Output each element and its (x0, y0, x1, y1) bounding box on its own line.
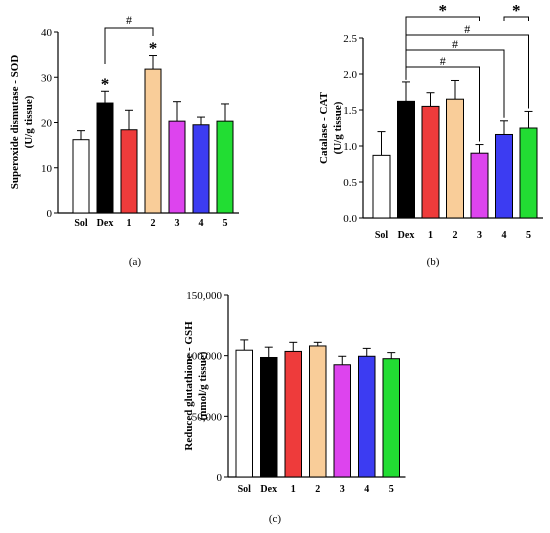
y-tick-label: 100,000 (186, 351, 222, 363)
category-label: 3 (340, 484, 345, 495)
category-label: 1 (127, 218, 132, 229)
y-tick-label: 0 (217, 472, 223, 484)
significance-star: * (149, 39, 158, 58)
bar-1 (421, 105, 440, 219)
y-tick-label: 2.5 (343, 33, 357, 45)
bar-1 (284, 350, 302, 478)
bar-3 (470, 152, 489, 219)
bar-3 (333, 364, 351, 478)
y-tick-label: 0.0 (343, 213, 357, 225)
bar-4 (358, 355, 376, 478)
category-label: 2 (453, 230, 458, 241)
y-tick-label: 0.5 (343, 177, 357, 189)
panel-label: (a) (129, 256, 142, 268)
y-axis-title: Reduced glutathione - GSH (nmol/g tissue) (183, 321, 209, 451)
y-tick-label: 0 (47, 208, 53, 220)
y-tick-label: 1.0 (343, 141, 357, 153)
bracket-label: # (440, 54, 446, 68)
bar-Sol (372, 154, 391, 219)
bar-3 (168, 120, 186, 214)
category-label: 5 (389, 484, 394, 495)
category-label: Sol (375, 230, 389, 241)
y-axis-title-line1: Reduced glutathione - GSH (183, 321, 195, 451)
category-label: 5 (526, 230, 531, 241)
y-axis-title-line2: (U/g tissue) (23, 95, 35, 148)
category-label: 4 (199, 218, 204, 229)
y-tick-label: 30 (41, 72, 53, 84)
bar-5 (519, 127, 538, 219)
y-tick-label: 40 (41, 27, 53, 39)
bar-Dex (397, 100, 415, 219)
bar-Sol (235, 349, 253, 478)
y-axis-title-line2: (nmol/g tissue) (197, 351, 209, 420)
bracket-label: # (464, 22, 470, 36)
bracket-label: * (439, 1, 448, 20)
bar-2 (144, 68, 162, 214)
category-label: 4 (502, 230, 507, 241)
bar-1 (120, 129, 138, 214)
y-axis-title: Catalase - CAT (U/g tissue) (318, 91, 344, 164)
y-tick-label: 150,000 (186, 290, 222, 302)
y-tick-label: 20 (41, 118, 53, 130)
category-label: Dex (97, 218, 114, 229)
category-label: 4 (364, 484, 369, 495)
bar-Dex (260, 356, 278, 478)
y-tick-label: 50,000 (192, 411, 223, 423)
chart-panel-b: 0.0 0.5 1.0 1.5 2.0 2.5 Sol Dex 1 2 3 4 5 Catalase - … (318, 1, 543, 268)
panel-label: (c) (269, 513, 282, 525)
category-label: Sol (238, 484, 252, 495)
category-label: 5 (223, 218, 228, 229)
bracket-label: # (126, 13, 132, 27)
y-axis-title: Superoxide dismutase - SOD (U/g tissue) (9, 55, 35, 190)
comparison-bracket (405, 34, 529, 109)
category-label: 2 (315, 484, 320, 495)
bar-4 (192, 124, 210, 214)
category-label: 1 (291, 484, 296, 495)
bar-Sol (72, 139, 90, 214)
category-label: 1 (428, 230, 433, 241)
bracket-label: * (512, 1, 521, 20)
bar-5 (382, 358, 400, 478)
bracket-label: # (452, 37, 458, 51)
category-label: Dex (398, 230, 415, 241)
significance-star: * (101, 74, 110, 93)
chart-panel-a: 0 10 20 30 40 Sol Dex 1 2 3 4 5 Superoxide dismutase… (9, 13, 239, 268)
y-tick-label: 10 (41, 163, 53, 175)
y-axis-title-line1: Catalase - CAT (318, 91, 330, 164)
category-label: 3 (175, 218, 180, 229)
category-label: Sol (74, 218, 88, 229)
y-axis-title-line1: Superoxide dismutase - SOD (9, 55, 21, 190)
bar-5 (216, 120, 234, 214)
panel-label: (b) (427, 256, 440, 268)
category-label: 2 (151, 218, 156, 229)
bar-Dex (96, 102, 114, 214)
category-label: 3 (477, 230, 482, 241)
comparison-bracket (104, 27, 154, 64)
comparison-bracket (503, 16, 529, 21)
bar-2 (446, 98, 464, 219)
y-tick-label: 2.0 (343, 69, 357, 81)
y-axis-title-line2: (U/g tissue) (332, 101, 344, 154)
bar-2 (309, 345, 327, 478)
bar-4 (495, 133, 513, 219)
chart-panel-c: 0 50,000 100,000 150,000 Sol Dex 1 2 3 4 5 Reduced … (183, 290, 406, 525)
y-tick-label: 1.5 (343, 105, 357, 117)
category-label: Dex (260, 484, 277, 495)
comparison-bracket (405, 66, 480, 142)
